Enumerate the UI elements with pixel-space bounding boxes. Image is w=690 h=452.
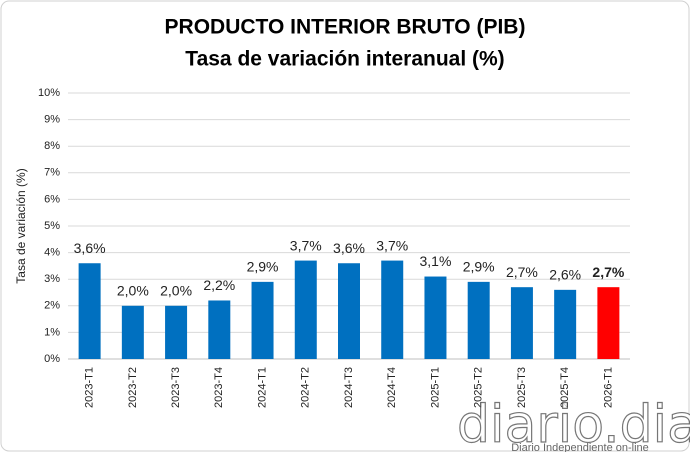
bar — [381, 260, 404, 359]
bar — [510, 287, 533, 359]
bar — [78, 263, 101, 359]
value-label: 2,9% — [247, 259, 279, 275]
bar — [467, 281, 490, 359]
value-label: 3,7% — [290, 237, 322, 253]
x-tick-label: 2023-T1 — [84, 367, 96, 408]
value-label: 2,0% — [160, 283, 192, 299]
x-tick-label: 2025-T4 — [559, 367, 571, 408]
value-label: 3,6% — [74, 240, 106, 256]
value-label: 2,9% — [463, 259, 495, 275]
bar — [424, 276, 447, 359]
x-tick-label: 2024-T4 — [386, 367, 398, 408]
x-tick-label: 2025-T3 — [516, 367, 528, 408]
y-tick-label: 8% — [44, 140, 60, 152]
bar — [338, 263, 360, 359]
bar — [294, 260, 317, 359]
y-tick-label: 2% — [44, 300, 60, 312]
value-label: 3,7% — [376, 237, 408, 253]
x-tick-label: 2023-T2 — [127, 367, 139, 408]
y-tick-label: 9% — [44, 114, 60, 126]
x-tick-label: 2024-T1 — [256, 367, 268, 408]
x-tick-label: 2023-T3 — [170, 367, 182, 408]
value-label: 2,6% — [549, 267, 581, 283]
y-tick-label: 3% — [44, 273, 60, 285]
bar — [165, 305, 188, 359]
watermark-logo: diario.dia — [457, 395, 690, 452]
x-tick-label: 2024-T2 — [300, 367, 312, 408]
x-tick-label: 2024-T3 — [343, 367, 355, 408]
x-tick-label: 2025-T1 — [429, 367, 441, 408]
value-label: 3,1% — [420, 253, 452, 269]
y-tick-label: 10% — [38, 87, 60, 99]
value-label: 2,2% — [203, 277, 235, 293]
bar — [121, 305, 144, 359]
bar — [597, 287, 620, 359]
y-tick-label: 5% — [44, 220, 60, 232]
value-label: 2,7% — [506, 264, 538, 280]
value-label: 2,7% — [592, 264, 624, 280]
y-axis-label: Tasa de variación (%) — [14, 168, 28, 283]
y-tick-label: 0% — [44, 353, 60, 365]
chart-title: PRODUCTO INTERIOR BRUTO (PIB) — [165, 16, 526, 39]
value-label: 3,6% — [333, 240, 365, 256]
value-label: 2,0% — [117, 283, 149, 299]
x-tick-label: 2025-T2 — [473, 367, 485, 408]
x-tick-label: 2023-T4 — [213, 367, 225, 408]
y-tick-label: 4% — [44, 247, 60, 259]
bar — [208, 300, 231, 359]
chart-subtitle: Tasa de variación interanual (%) — [185, 48, 504, 71]
y-tick-label: 1% — [44, 326, 60, 338]
y-tick-label: 6% — [44, 193, 60, 205]
watermark-tagline: Diario Independiente on-line — [511, 442, 649, 452]
bar — [554, 289, 577, 359]
y-tick-label: 7% — [44, 167, 60, 179]
x-tick-label: 2026-T1 — [602, 367, 614, 408]
bar — [251, 281, 274, 359]
